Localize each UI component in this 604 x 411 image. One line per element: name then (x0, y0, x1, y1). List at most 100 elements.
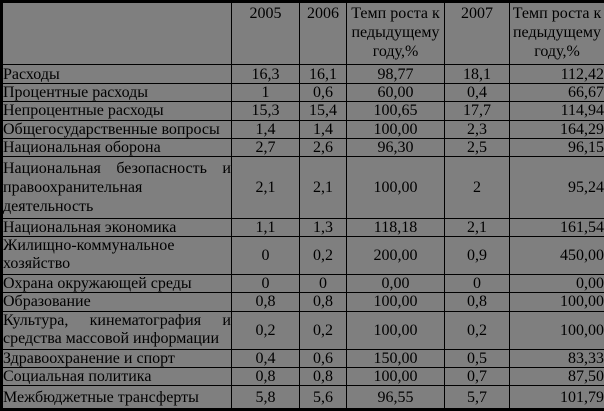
cell-value: 2 (444, 156, 510, 219)
table-row-kultura: Культура, кинематография и средства масс… (1, 310, 604, 350)
row-label: Непроцентные расходы (1, 101, 232, 121)
table-row-obshchegos: Общегосударственные вопросы 1,4 1,4 100,… (1, 119, 604, 139)
row-label: Здравоохранение и спорт (1, 348, 232, 368)
table-row-rashody: Расходы 16,3 16,1 98,77 18,1 112,42 (1, 64, 604, 84)
row-label: Национальная оборона (1, 137, 232, 158)
cell-value: 0,8 (444, 292, 510, 312)
cell-value: 100,65 (346, 101, 445, 121)
table-row-obrazovanie: Образование 0,8 0,8 100,00 0,8 100,00 (1, 292, 604, 312)
cell-value: 16,3 (231, 64, 300, 84)
column-header-2007: 2007 (444, 0, 510, 66)
cell-value: 0,8 (231, 366, 300, 387)
cell-value: 0,8 (299, 292, 347, 312)
cell-value: 83,33 (509, 348, 604, 368)
row-label: Охрана окружающей среды (1, 273, 232, 294)
table-row-zhkh: Жилищно-коммунальное хозяйство 0 0,2 200… (1, 236, 604, 275)
table-row-neprocentnye: Непроцентные расходы 15,3 15,4 100,65 17… (1, 101, 604, 121)
cell-value: 1 (231, 82, 300, 103)
cell-value: 100,00 (509, 292, 604, 312)
cell-value: 2,1 (444, 217, 510, 238)
cell-value: 66,67 (509, 82, 604, 103)
row-label: Социальная политика (1, 366, 232, 387)
cell-value: 17,7 (444, 101, 510, 121)
cell-value: 150,00 (346, 348, 445, 368)
row-label: Процентные расходы (1, 82, 232, 103)
table-row-ohrana: Охрана окружающей среды 0 0 0,00 0 0,00 (1, 273, 604, 294)
cell-value: 95,24 (509, 156, 604, 219)
cell-value: 5,6 (299, 385, 347, 410)
cell-value: 0,2 (299, 236, 347, 275)
cell-value: 0,6 (299, 82, 347, 103)
column-header-2006: 2006 (299, 0, 347, 66)
cell-value: 200,00 (346, 236, 445, 275)
cell-value: 18,1 (444, 64, 510, 84)
cell-value: 0,7 (444, 366, 510, 387)
cell-value: 16,1 (299, 64, 347, 84)
cell-value: 2,6 (299, 137, 347, 158)
cell-value: 164,29 (509, 119, 604, 139)
row-label: Национальная безопасность и правоохранит… (1, 156, 232, 219)
cell-value: 15,4 (299, 101, 347, 121)
cell-value: 0,00 (509, 273, 604, 294)
cell-value: 0,2 (231, 310, 300, 350)
table-row-ekonomika: Национальная экономика 1,1 1,3 118,18 2,… (1, 217, 604, 238)
cell-value: 15,3 (231, 101, 300, 121)
row-label: Национальная экономика (1, 217, 232, 238)
row-label: Общегосударственные вопросы (1, 119, 232, 139)
cell-value: 2,7 (231, 137, 300, 158)
cell-value: 5,8 (231, 385, 300, 410)
cell-value: 101,79 (509, 385, 604, 410)
cell-value: 1,4 (231, 119, 300, 139)
cell-value: 0,9 (444, 236, 510, 275)
cell-value: 100,00 (509, 310, 604, 350)
cell-value: 96,55 (346, 385, 445, 410)
table-row-socpolitika: Социальная политика 0,8 0,8 100,00 0,7 8… (1, 366, 604, 387)
cell-value: 161,54 (509, 217, 604, 238)
cell-value: 2,3 (444, 119, 510, 139)
cell-value: 118,18 (346, 217, 445, 238)
row-label: Межбюджетные трансферты (1, 385, 232, 410)
table-row-procentnye: Процентные расходы 1 0,6 60,00 0,4 66,67 (1, 82, 604, 103)
cell-value: 100,00 (346, 310, 445, 350)
table-row-transferty: Межбюджетные трансферты 5,8 5,6 96,55 5,… (1, 385, 604, 410)
cell-value: 0,4 (444, 82, 510, 103)
table-row-bezopasnost: Национальная безопасность и правоохранит… (1, 156, 604, 219)
cell-value: 5,7 (444, 385, 510, 410)
column-header-growth-2007: Темп роста к педыдущему году,% (509, 0, 604, 66)
cell-value: 100,00 (346, 119, 445, 139)
cell-value: 2,1 (299, 156, 347, 219)
cell-value: 0 (299, 273, 347, 294)
cell-value: 0,5 (444, 348, 510, 368)
cell-value: 0,8 (299, 366, 347, 387)
row-label: Образование (1, 292, 232, 312)
cell-value: 2,1 (231, 156, 300, 219)
column-header-2005: 2005 (231, 0, 300, 66)
cell-value: 0 (444, 273, 510, 294)
cell-value: 87,50 (509, 366, 604, 387)
cell-value: 0 (231, 273, 300, 294)
cell-value: 0,6 (299, 348, 347, 368)
header-row: 2005 2006 Темп роста к педыдущему году,%… (1, 0, 604, 66)
cell-value: 100,00 (346, 292, 445, 312)
cell-value: 0,2 (444, 310, 510, 350)
cell-value: 450,00 (509, 236, 604, 275)
cell-value: 96,30 (346, 137, 445, 158)
row-label: Расходы (1, 64, 232, 84)
cell-value: 114,94 (509, 101, 604, 121)
cell-value: 96,15 (509, 137, 604, 158)
cell-value: 1,1 (231, 217, 300, 238)
table-row-zdravoohranenie: Здравоохранение и спорт 0,4 0,6 150,00 0… (1, 348, 604, 368)
table-row-oborona: Национальная оборона 2,7 2,6 96,30 2,5 9… (1, 137, 604, 158)
cell-value: 0,4 (231, 348, 300, 368)
cell-value: 98,77 (346, 64, 445, 84)
cell-value: 112,42 (509, 64, 604, 84)
column-header-empty (1, 0, 232, 66)
cell-value: 100,00 (346, 366, 445, 387)
cell-value: 0,8 (231, 292, 300, 312)
cell-value: 2,5 (444, 137, 510, 158)
cell-value: 1,3 (299, 217, 347, 238)
cell-value: 0,2 (299, 310, 347, 350)
cell-value: 1,4 (299, 119, 347, 139)
